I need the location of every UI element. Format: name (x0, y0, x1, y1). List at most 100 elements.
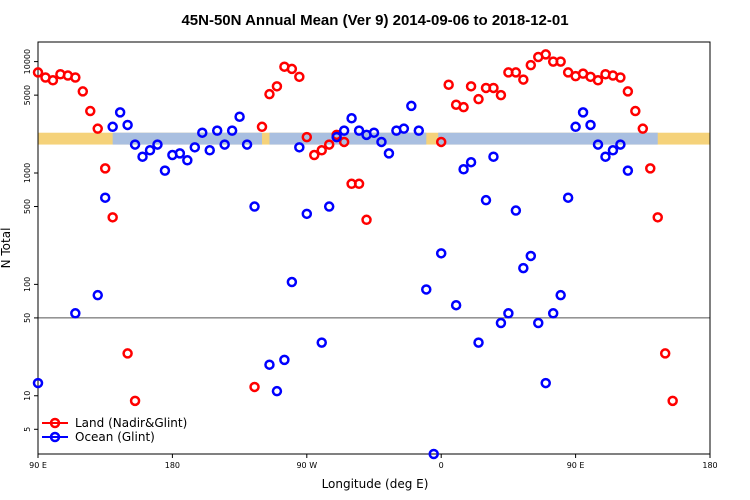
ocean-point (331, 131, 342, 143)
ocean-point (219, 139, 230, 150)
ocean-point (189, 142, 201, 153)
ocean-point (174, 148, 186, 159)
land-point (92, 123, 103, 134)
ocean-point (465, 156, 477, 168)
ocean-point (592, 139, 604, 150)
x-tick-label: 180 (165, 461, 180, 470)
land-point (652, 212, 663, 223)
ocean-point (525, 250, 537, 262)
ocean-point (570, 121, 581, 133)
ocean-point (533, 317, 544, 329)
band-ocean-segment (112, 132, 263, 145)
ocean-point (32, 377, 44, 389)
y-tick-label: 10 (23, 391, 32, 401)
ocean-point (406, 100, 417, 112)
y-tick-label: 10000 (23, 49, 32, 74)
land-point (129, 395, 141, 407)
land-point (622, 86, 634, 97)
x-tick-label: 90 W (296, 461, 317, 470)
legend-label: Ocean (Glint) (75, 430, 155, 444)
ocean-point (585, 119, 596, 131)
ocean-point (144, 145, 156, 156)
land-point (435, 136, 447, 148)
land-point (316, 145, 327, 156)
ocean-point (241, 139, 253, 150)
ocean-point (70, 308, 81, 319)
land-point (458, 101, 469, 113)
land-point (518, 74, 529, 85)
ocean-point (271, 385, 283, 397)
land-point (443, 79, 454, 90)
ocean-point (421, 284, 432, 295)
ocean-point (398, 123, 410, 134)
ocean-point (488, 151, 499, 162)
ocean-point (323, 201, 335, 212)
legend-label: Land (Nadir&Glint) (75, 416, 187, 430)
x-tick-label: 180 (702, 461, 717, 470)
ocean-point (346, 113, 357, 124)
ocean-point (540, 377, 551, 389)
ocean-point (122, 119, 133, 131)
ocean-point (376, 136, 387, 148)
ocean-point (495, 317, 507, 329)
ocean-point (600, 151, 611, 162)
ocean-point (518, 262, 529, 274)
ocean-point (286, 276, 298, 288)
ocean-point (622, 165, 634, 176)
ocean-point (547, 308, 559, 319)
ocean-point (503, 308, 514, 319)
ocean-point (428, 448, 439, 460)
land-point (488, 82, 499, 94)
land-point (301, 131, 313, 143)
ocean-point (279, 354, 290, 366)
land-point (540, 49, 551, 60)
chart-title: 45N-50N Annual Mean (Ver 9) 2014-09-06 t… (181, 12, 568, 29)
ocean-point (226, 125, 238, 136)
land-point (85, 105, 96, 117)
x-axis: 90 E 180 90 W 0 90 E 180 (29, 454, 718, 470)
ocean-point (368, 127, 380, 138)
ocean-point (99, 192, 111, 203)
ocean-point (159, 165, 171, 176)
land-series (32, 49, 678, 407)
legend-marker (49, 417, 61, 429)
ocean-point (249, 201, 260, 212)
land-point (264, 88, 275, 100)
ocean-point (577, 107, 589, 118)
y-tick-label: 50 (23, 313, 32, 323)
land-point (495, 89, 507, 101)
ocean-point (182, 155, 193, 166)
ocean-series (32, 100, 634, 460)
land-point (615, 72, 626, 83)
land-point (286, 63, 298, 75)
land-point (309, 149, 320, 161)
land-point (525, 59, 537, 71)
land-point (47, 75, 59, 86)
x-tick-label: 90 E (567, 461, 585, 470)
ocean-point (137, 151, 148, 162)
land-point (510, 67, 522, 78)
land-point (32, 67, 44, 78)
ocean-point (555, 289, 566, 301)
y-tick-label: 500 (23, 199, 32, 214)
y-axis-label: N Total (0, 228, 13, 269)
land-point (294, 71, 305, 83)
ocean-point (473, 337, 484, 348)
y-tick-label: 100 (23, 277, 32, 292)
ocean-point (107, 121, 118, 133)
land-point (99, 163, 111, 174)
ocean-point (615, 139, 626, 150)
land-point (107, 212, 118, 223)
ocean-point (435, 248, 447, 259)
land-point (473, 93, 484, 105)
land-point (256, 121, 268, 133)
ocean-point (197, 127, 208, 138)
land-point (555, 56, 566, 67)
land-point (465, 81, 477, 92)
ocean-point (294, 142, 305, 153)
ocean-point (204, 145, 215, 156)
ocean-point (129, 139, 141, 150)
ocean-point (211, 125, 223, 136)
ocean-point (480, 194, 492, 206)
ocean-point (450, 299, 462, 311)
